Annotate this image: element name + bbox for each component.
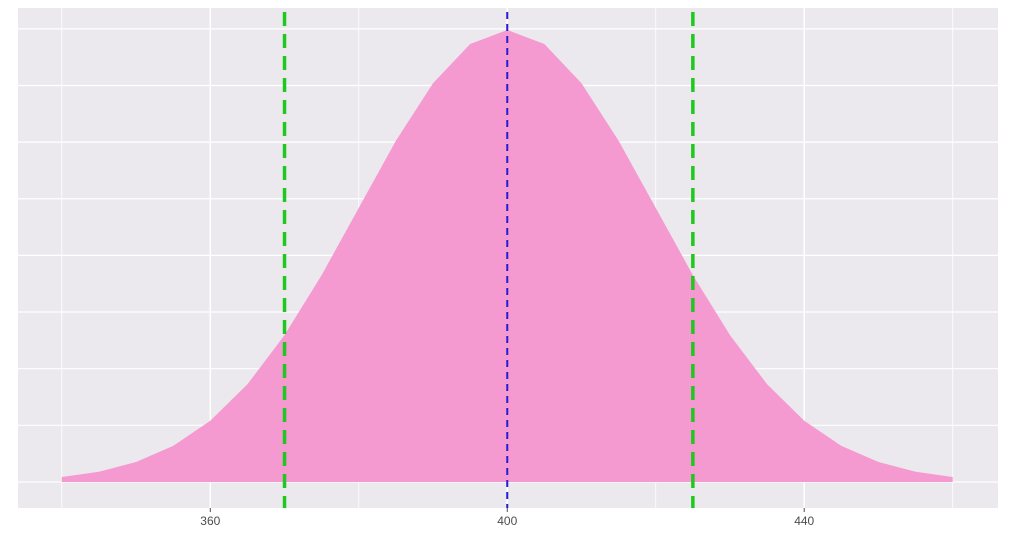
x-tick-label: 400 bbox=[497, 514, 517, 528]
x-tick-label: 360 bbox=[200, 514, 220, 528]
x-tick-label: 440 bbox=[794, 514, 814, 528]
